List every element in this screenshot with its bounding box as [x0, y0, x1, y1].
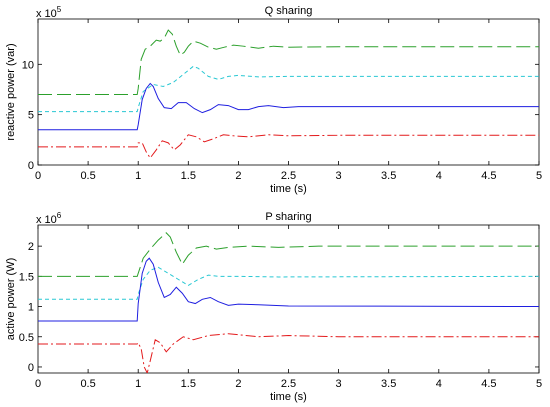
series-line-0 — [38, 232, 539, 277]
y-exponent-label: x 106 — [36, 211, 62, 226]
y-tick-label: 0.5 — [19, 332, 34, 344]
x-tick-label: 0.5 — [80, 378, 95, 390]
y-tick-label: 1 — [28, 302, 34, 314]
x-tick-label: 3.5 — [381, 378, 396, 390]
x-tick-label: 0.5 — [80, 170, 95, 182]
x-tick-label: 0 — [35, 170, 41, 182]
x-tick-label: 5 — [536, 170, 542, 182]
series-line-0 — [38, 29, 539, 96]
x-tick-label: 4.5 — [481, 378, 496, 390]
x-tick-label: 3 — [336, 170, 342, 182]
x-tick-label: 2 — [235, 378, 241, 390]
y-tick-label: 1.5 — [19, 271, 34, 283]
series-line-2 — [38, 82, 539, 131]
y-tick-label: 10 — [22, 59, 34, 71]
x-tick-label: 1 — [135, 378, 141, 390]
x-tick-label: 4 — [436, 170, 442, 182]
series-line-1 — [38, 65, 539, 113]
x-tick-label: 0 — [35, 378, 41, 390]
y-tick-label: 2 — [28, 241, 34, 253]
x-tick-label: 2.5 — [281, 378, 296, 390]
y-tick-label: 0 — [28, 362, 34, 374]
x-tick-label: 1 — [135, 170, 141, 182]
y-axis-label: reactive power (var) — [5, 43, 17, 140]
y-exponent-label: x 105 — [36, 5, 62, 20]
chart-title: P sharing — [265, 211, 311, 223]
x-tick-label: 4.5 — [481, 170, 496, 182]
x-tick-label: 4 — [436, 378, 442, 390]
y-exponent-base: x 10 — [36, 8, 57, 20]
y-tick-label: 0 — [28, 160, 34, 172]
y-exponent-power: 5 — [57, 5, 62, 14]
x-tick-label: 2 — [235, 170, 241, 182]
series-line-2 — [38, 257, 539, 322]
x-tick-label: 5 — [536, 378, 542, 390]
series-line-3 — [38, 333, 539, 373]
x-tick-label: 2.5 — [281, 170, 296, 182]
x-axis-label: time (s) — [270, 391, 307, 403]
x-tick-label: 3.5 — [381, 170, 396, 182]
plot-area — [37, 18, 540, 166]
series-line-1 — [38, 266, 539, 300]
y-axis-label: active power (W) — [5, 258, 17, 341]
chart-title: Q sharing — [265, 5, 313, 17]
series-line-3 — [38, 134, 539, 159]
y-exponent-power: 6 — [57, 211, 62, 220]
x-tick-label: 1.5 — [181, 378, 196, 390]
y-tick-label: 5 — [28, 110, 34, 122]
x-axis-label: time (s) — [270, 183, 307, 195]
y-exponent-base: x 10 — [36, 214, 57, 226]
x-tick-label: 3 — [336, 378, 342, 390]
x-tick-label: 1.5 — [181, 170, 196, 182]
plot-area — [37, 224, 540, 374]
chart-p-sharing: 0 0.5 1 1.5 2 2.5 3 3.5 4 4.5 5 0 0.5 1 1.5 2 P sharing x… — [5, 211, 542, 403]
